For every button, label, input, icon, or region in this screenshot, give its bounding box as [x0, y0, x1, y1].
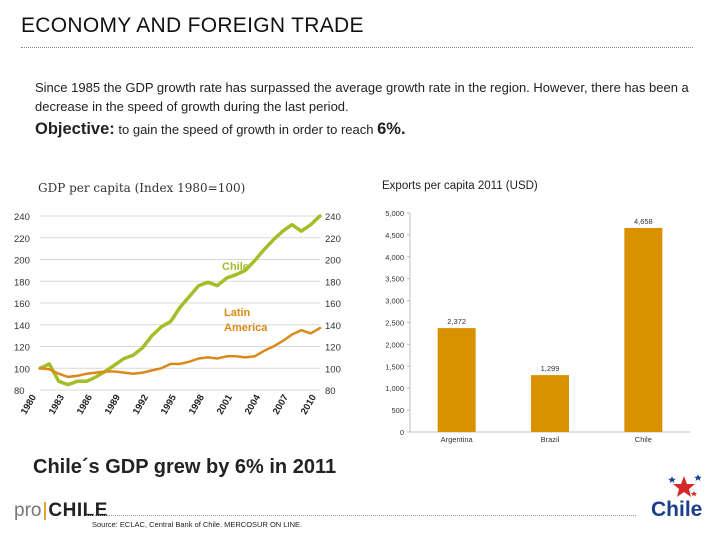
x-tick-label: 2001 — [215, 392, 235, 416]
y-tick-label-left: 100 — [14, 364, 30, 375]
x-category-label: Brazil — [541, 435, 560, 444]
intro-paragraph: Since 1985 the GDP growth rate has surpa… — [35, 80, 689, 114]
bar-data-label: 1,299 — [541, 364, 560, 373]
y-tick-label: 3,500 — [385, 275, 404, 284]
y-tick-label-left: 80 — [14, 386, 25, 397]
y-tick-label-left: 120 — [14, 343, 30, 354]
bar-argentina — [437, 328, 476, 432]
latam-annotation-line1: Latin — [224, 307, 251, 319]
y-tick-label-left: 220 — [14, 234, 30, 245]
y-tick-label-left: 240 — [14, 212, 30, 223]
bar-data-label: 4,658 — [634, 217, 653, 226]
y-tick-label: 1,500 — [385, 362, 404, 371]
x-tick-label: 1986 — [75, 393, 95, 417]
objective-text: to gain the speed of growth in order to … — [114, 122, 378, 137]
chile-series-annotation: Chile — [222, 261, 249, 273]
x-tick-label: 1995 — [159, 392, 179, 416]
y-tick-label-right: 200 — [325, 256, 341, 267]
objective-line: Objective: to gain the speed of growth i… — [35, 120, 406, 139]
x-tick-label: 2007 — [271, 393, 291, 417]
y-tick-label-left: 140 — [14, 321, 30, 332]
title-divider — [21, 47, 693, 48]
x-tick-label: 2004 — [243, 392, 263, 416]
source-note: Source: ECLAC, Central Bank of Chile. ME… — [92, 520, 303, 529]
exports-chart-title: Exports per capita 2011 (USD) — [382, 180, 538, 192]
prochile-logo: pro|CHILE — [14, 500, 108, 522]
y-tick-label: 500 — [391, 406, 404, 415]
x-tick-label: 2010 — [299, 393, 319, 417]
x-tick-label: 1992 — [131, 393, 151, 417]
y-tick-label-left: 160 — [14, 299, 30, 310]
y-tick-label: 1,000 — [385, 384, 404, 393]
latam-series-line — [38, 326, 322, 379]
footer-divider — [86, 515, 636, 516]
headline: Chile´s GDP grew by 6% in 2011 — [33, 456, 337, 478]
y-tick-label-right: 100 — [325, 364, 341, 375]
y-tick-label: 5,000 — [385, 209, 404, 218]
latam-annotation-line2: America — [224, 322, 268, 334]
y-tick-label-left: 200 — [14, 256, 30, 267]
chile-series-line — [38, 214, 322, 387]
y-tick-label: 3,000 — [385, 297, 404, 306]
logo-pro-text: pro — [14, 500, 42, 521]
x-category-label: Argentina — [441, 435, 474, 444]
y-tick-label: 4,000 — [385, 253, 404, 262]
y-tick-label: 4,500 — [385, 231, 404, 240]
y-tick-label-left: 180 — [14, 277, 30, 288]
chile-brand-wordmark: Chile — [651, 498, 703, 521]
logo-separator: | — [42, 500, 48, 521]
slide-title: ECONOMY AND FOREIGN TRADE — [21, 14, 364, 37]
y-tick-label-right: 220 — [325, 234, 341, 245]
x-tick-label: 1983 — [47, 393, 67, 417]
y-tick-label-right: 140 — [325, 321, 341, 332]
y-tick-label: 2,000 — [385, 340, 404, 349]
y-tick-label: 2,500 — [385, 319, 404, 328]
x-tick-label: 1998 — [187, 393, 207, 417]
y-tick-label: 0 — [400, 428, 404, 437]
y-tick-label-right: 180 — [325, 277, 341, 288]
bar-brazil — [531, 375, 569, 432]
y-tick-label-right: 240 — [325, 212, 341, 223]
logo-chile-text: CHILE — [48, 500, 108, 521]
bar-chile — [624, 227, 663, 432]
y-tick-label-right: 160 — [325, 299, 341, 310]
objective-value: 6%. — [377, 120, 406, 138]
y-tick-label-right: 80 — [325, 386, 336, 397]
x-tick-label: 1989 — [103, 393, 123, 417]
objective-label: Objective: — [35, 120, 115, 138]
x-category-label: Chile — [635, 435, 652, 444]
gdp-chart-title: GDP per capita (Index 1980=100) — [38, 181, 246, 195]
bar-data-label: 2,372 — [447, 317, 466, 326]
y-tick-label-right: 120 — [325, 343, 341, 354]
